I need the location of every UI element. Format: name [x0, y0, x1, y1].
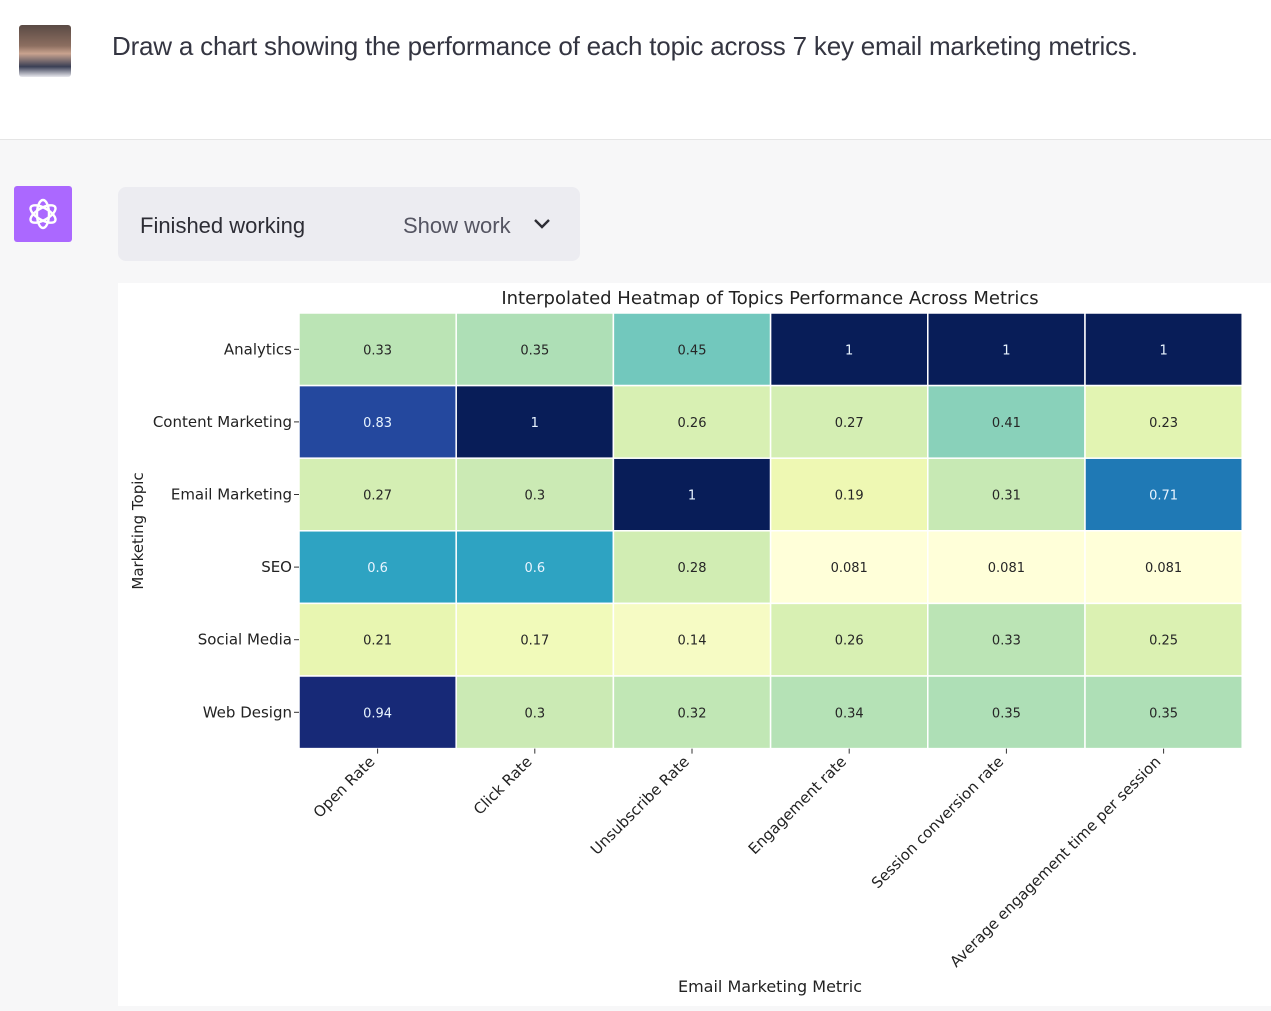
heatmap-chart: Interpolated Heatmap of Topics Performan… — [118, 283, 1271, 1006]
cell-value-label: 0.25 — [1149, 634, 1178, 649]
heatmap-cell — [769, 457, 929, 532]
heatmap-cell — [927, 530, 1086, 605]
heatmap-cell — [298, 457, 457, 532]
cell-value-label: 1 — [688, 489, 696, 504]
x-axis-label: Email Marketing Metric — [678, 977, 862, 996]
assistant-logo-icon — [14, 186, 72, 242]
user-prompt: Draw a chart showing the performance of … — [112, 31, 1138, 61]
heatmap-svg: Interpolated Heatmap of Topics Performan… — [129, 288, 1243, 996]
chevron-down-icon[interactable] — [532, 214, 552, 239]
cell-value-label: 0.081 — [1145, 561, 1182, 576]
heatmap-cell — [927, 312, 1086, 387]
chart-title: Interpolated Heatmap of Topics Performan… — [501, 288, 1038, 309]
y-tick-label: Web Design — [203, 703, 292, 721]
cell-value-label: 0.081 — [831, 561, 868, 576]
cell-value-label: 0.26 — [835, 634, 864, 649]
heatmap-cell — [1084, 675, 1243, 750]
heatmap-cell — [298, 312, 457, 387]
heatmap-cell — [298, 384, 457, 459]
cell-value-label: 0.3 — [524, 489, 545, 504]
y-axis-label: Marketing Topic — [129, 472, 147, 589]
heatmap-cell — [612, 675, 772, 750]
show-work-button[interactable]: Show work — [403, 213, 511, 238]
cell-value-label: 0.35 — [1149, 706, 1178, 721]
heatmap-cell — [769, 530, 929, 605]
cell-value-label: 0.19 — [835, 489, 864, 504]
cell-value-label: 0.45 — [678, 343, 707, 358]
heatmap-cell — [612, 457, 772, 532]
heatmap-cell — [612, 312, 772, 387]
x-tick-label: Click Rate — [470, 753, 536, 819]
heatmap-cell — [1084, 384, 1243, 459]
y-tick-label: Analytics — [224, 340, 292, 358]
x-tick-label: Session conversion rate — [868, 753, 1007, 892]
cell-value-label: 1 — [1159, 343, 1167, 358]
user-avatar — [19, 25, 71, 77]
heatmap-cell — [769, 675, 929, 750]
user-message: Draw a chart showing the performance of … — [0, 0, 1271, 140]
cell-value-label: 0.35 — [520, 343, 549, 358]
heatmap-cell — [1084, 530, 1243, 605]
cell-value-label: 0.71 — [1149, 489, 1178, 504]
cell-value-label: 0.32 — [678, 706, 707, 721]
heatmap-cell — [769, 312, 929, 387]
cell-value-label: 0.17 — [520, 634, 549, 649]
cell-value-label: 1 — [531, 416, 539, 431]
heatmap-cell — [298, 675, 457, 750]
cell-value-label: 0.14 — [678, 634, 707, 649]
heatmap-cell — [927, 602, 1086, 677]
x-tick-label: Open Rate — [310, 753, 379, 822]
y-tick-label: Social Media — [198, 631, 292, 649]
cell-value-label: 0.31 — [992, 489, 1021, 504]
cell-value-label: 0.35 — [992, 706, 1021, 721]
cell-value-label: 0.081 — [988, 561, 1025, 576]
cell-value-label: 0.27 — [835, 416, 864, 431]
cell-value-label: 0.27 — [363, 489, 392, 504]
work-status-panel: Finished working Show work — [118, 187, 580, 261]
cell-value-label: 0.6 — [367, 561, 388, 576]
cell-value-label: 0.6 — [524, 561, 545, 576]
heatmap-cell — [927, 457, 1086, 532]
heatmap-cell — [455, 530, 615, 605]
cell-value-label: 1 — [1002, 343, 1010, 358]
heatmap-cell — [1084, 312, 1243, 387]
cell-value-label: 1 — [845, 343, 853, 358]
y-tick-label: Content Marketing — [153, 413, 292, 431]
cell-value-label: 0.3 — [524, 706, 545, 721]
cell-value-label: 0.23 — [1149, 416, 1178, 431]
x-tick-label: Unsubscribe Rate — [587, 753, 693, 859]
heatmap-cell — [927, 675, 1086, 750]
heatmap-cell — [612, 530, 772, 605]
heatmap-cell — [455, 457, 615, 532]
y-tick-label: Email Marketing — [171, 486, 292, 504]
x-tick-label: Engagement rate — [745, 753, 850, 858]
heatmap-cell — [1084, 457, 1243, 532]
cell-value-label: 0.41 — [992, 416, 1021, 431]
cell-value-label: 0.94 — [363, 706, 392, 721]
y-tick-label: SEO — [261, 558, 292, 576]
cell-value-label: 0.83 — [363, 416, 392, 431]
cell-value-label: 0.21 — [363, 634, 392, 649]
cell-value-label: 0.26 — [678, 416, 707, 431]
cell-value-label: 0.33 — [363, 343, 392, 358]
cell-value-label: 0.28 — [678, 561, 707, 576]
cell-value-label: 0.34 — [835, 706, 864, 721]
work-status: Finished working — [140, 213, 306, 238]
cell-value-label: 0.33 — [992, 634, 1021, 649]
